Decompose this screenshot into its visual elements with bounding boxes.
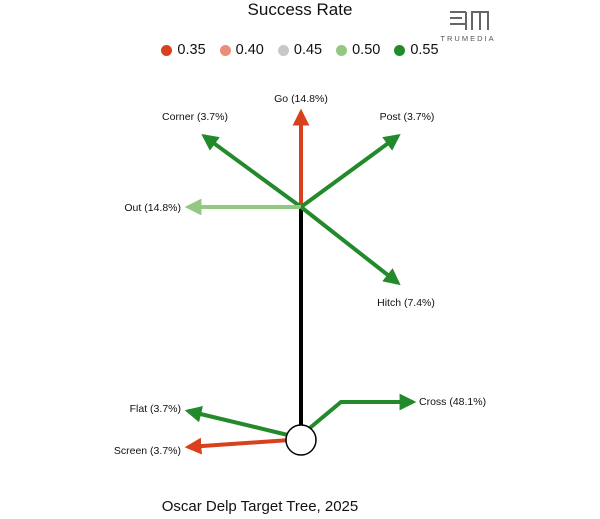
chart-caption: Oscar Delp Target Tree, 2025: [161, 498, 359, 515]
route-label-hitch: Hitch (7.4%): [377, 297, 435, 309]
route-flat-arrow: [184, 405, 293, 438]
route-label-post: Post (3.7%): [380, 111, 435, 123]
legend-label: 0.55: [410, 42, 439, 58]
legend-item: 0.35: [161, 40, 206, 60]
trumedia-logo-icon: TRUMEDIA: [436, 8, 500, 44]
route-label-corner: Corner (3.7%): [162, 111, 228, 123]
route-start-point: [285, 424, 317, 456]
brand-name: TRUMEDIA: [440, 34, 496, 43]
legend-swatch: [219, 44, 231, 56]
route-corner-arrow: [201, 134, 303, 209]
route-label-cross: Cross (48.1%): [419, 396, 486, 408]
route-cross-arrow: [303, 393, 417, 434]
legend-item: 0.50: [336, 40, 380, 60]
route-post-arrow: [299, 134, 401, 209]
route-screen-arrow: [184, 437, 291, 455]
route-hitch-arrow: [299, 205, 401, 286]
legend-item: 0.45: [277, 40, 323, 60]
legend-swatch: [161, 44, 173, 56]
legend-swatch: [394, 44, 406, 56]
legend-label: 0.50: [352, 42, 381, 58]
route-label-go: Go (14.8%): [274, 93, 328, 105]
legend-label: 0.45: [293, 42, 323, 58]
legend: 0.35 0.40 0.45 0.50 0.55: [0, 40, 600, 60]
legend-swatch: [277, 44, 289, 56]
legend-label: 0.35: [177, 42, 206, 58]
route-label-screen: Screen (3.7%): [114, 445, 181, 457]
legend-title: Success Rate: [247, 0, 353, 19]
route-label-out: Out (14.8%): [124, 202, 181, 214]
legend-label: 0.40: [235, 42, 264, 58]
route-label-flat: Flat (3.7%): [130, 403, 181, 415]
legend-item: 0.55: [394, 40, 439, 60]
legend-item: 0.40: [219, 40, 264, 60]
legend-swatch: [336, 44, 348, 56]
